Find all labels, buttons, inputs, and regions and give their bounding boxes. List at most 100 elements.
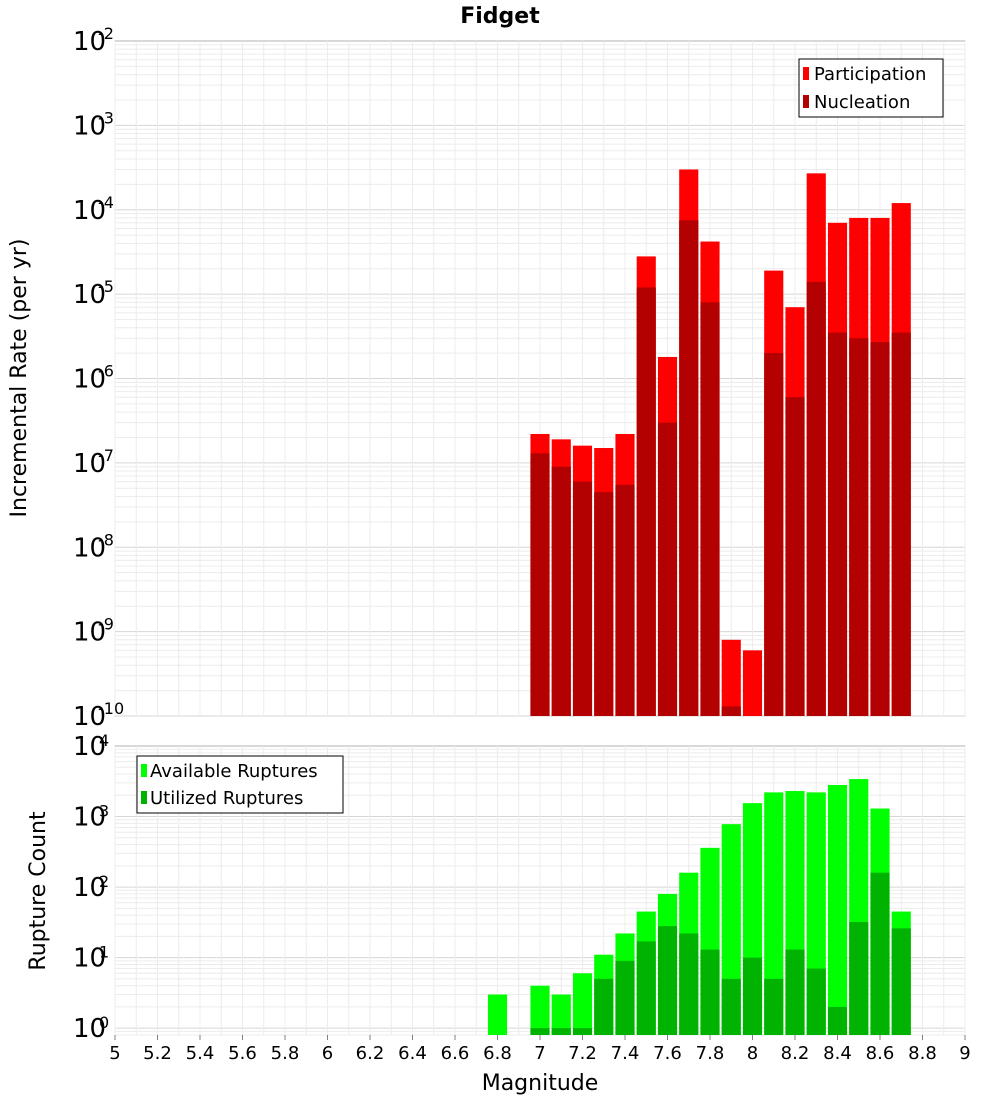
top-legend-box — [798, 58, 944, 118]
top-y-tick-label: 10 — [73, 533, 106, 563]
top-bars — [530, 169, 911, 717]
x-tick-label: 8.2 — [781, 1043, 810, 1064]
top-bar-nucleation — [806, 281, 826, 716]
top-bar-nucleation — [700, 302, 720, 716]
bottom-bar-utilized-ruptures — [721, 978, 741, 1035]
top-y-tick-exponent: -2 — [98, 24, 114, 43]
bottom-bar-utilized-ruptures — [679, 933, 699, 1035]
top-y-tick-label: 10 — [73, 196, 106, 226]
bottom-bar-utilized-ruptures — [870, 872, 890, 1035]
top-bar-nucleation — [785, 397, 805, 716]
legend-swatch-nucleation — [803, 95, 809, 108]
top-bar-nucleation — [615, 484, 635, 716]
top-bar-nucleation — [721, 706, 741, 716]
top-bar-participation — [721, 639, 741, 716]
bottom-y-axis-label: Rupture Count — [26, 811, 51, 971]
top-legend: Participation Nucleation — [798, 58, 944, 118]
top-bar-nucleation — [530, 453, 550, 716]
bottom-y-tick-exponent: 0 — [99, 1013, 109, 1032]
bottom-bar-utilized-ruptures — [849, 921, 869, 1035]
bottom-y-tick-label: 10 — [73, 944, 106, 974]
bottom-bar-available-ruptures — [530, 985, 550, 1035]
bottom-legend: Available Ruptures Utilized Ruptures — [136, 755, 344, 814]
top-y-tick-exponent: -4 — [98, 193, 114, 212]
top-y-tick-label: 10 — [73, 618, 106, 648]
x-tick-label: 9 — [959, 1043, 970, 1064]
bottom-bar-utilized-ruptures — [700, 949, 720, 1035]
x-tick-label: 5.4 — [186, 1043, 215, 1064]
x-tick-label: 6.8 — [483, 1043, 512, 1064]
x-tick-label: 5.8 — [271, 1043, 300, 1064]
bottom-bar-utilized-ruptures — [764, 978, 784, 1035]
top-bar-nucleation — [679, 220, 699, 717]
x-tick-label: 7.4 — [611, 1043, 640, 1064]
top-bar-nucleation — [849, 338, 869, 716]
bottom-y-tick-exponent: 2 — [99, 872, 109, 891]
bottom-bar-available-ruptures — [487, 994, 508, 1035]
bottom-y-tick-exponent: 4 — [99, 731, 109, 750]
bottom-y-tick-label: 10 — [73, 803, 106, 833]
legend-label-participation: Participation — [814, 64, 926, 85]
bottom-y-tick-exponent: 3 — [99, 802, 109, 821]
legend-label-available: Available Ruptures — [150, 761, 318, 782]
top-y-tick-label: 10 — [73, 111, 106, 141]
legend-swatch-utilized — [141, 791, 147, 804]
top-y-tick-exponent: -5 — [98, 277, 114, 296]
top-bar-nucleation — [891, 332, 911, 716]
bottom-bars — [487, 779, 911, 1035]
top-y-tick-label: 10 — [73, 365, 106, 395]
x-tick-label: 6.2 — [356, 1043, 385, 1064]
top-y-tick-label: 10 — [73, 702, 106, 732]
bottom-bar-available-ruptures — [827, 784, 848, 1035]
top-bar-nucleation — [764, 353, 784, 716]
bottom-bar-utilized-ruptures — [594, 978, 614, 1035]
top-bar-nucleation — [551, 466, 571, 716]
bottom-y-tick-label: 10 — [73, 1014, 106, 1044]
bottom-bar-available-ruptures — [764, 792, 784, 1035]
x-tick-label: 6.4 — [398, 1043, 427, 1064]
top-y-tick-label: 10 — [73, 27, 106, 57]
bottom-y-tick-label: 10 — [73, 873, 106, 903]
x-tick-label: 8.4 — [823, 1043, 852, 1064]
top-bar-nucleation — [636, 287, 656, 716]
bottom-bar-utilized-ruptures — [615, 960, 635, 1035]
top-y-tick-exponent: -3 — [98, 108, 114, 127]
x-tick-label: 7 — [534, 1043, 545, 1064]
top-y-axis-label: Incremental Rate (per yr) — [7, 239, 32, 518]
x-axis-label: Magnitude — [482, 1071, 599, 1096]
top-bar-nucleation — [827, 332, 848, 716]
bottom-y-tick-exponent: 1 — [99, 943, 109, 962]
top-y-tick-exponent: -7 — [98, 446, 114, 465]
top-y-tick-exponent: -6 — [98, 362, 114, 381]
x-tick-label: 6 — [322, 1043, 333, 1064]
top-y-tick-exponent: -10 — [98, 699, 124, 718]
x-tick-label: 5.6 — [228, 1043, 257, 1064]
top-bar-nucleation — [572, 481, 593, 716]
x-tick-label: 5 — [109, 1043, 120, 1064]
bottom-bar-utilized-ruptures — [657, 926, 678, 1035]
bottom-legend-box — [136, 755, 344, 814]
top-bar-participation — [742, 650, 763, 716]
top-y-tick-exponent: -9 — [98, 615, 114, 634]
x-tick-label: 8.6 — [866, 1043, 895, 1064]
x-tick-label: 8 — [747, 1043, 758, 1064]
bottom-bar-available-ruptures — [551, 994, 571, 1035]
x-tick-label: 7.2 — [568, 1043, 597, 1064]
top-bar-nucleation — [657, 422, 678, 716]
legend-swatch-available — [141, 764, 147, 777]
top-y-tick-label: 10 — [73, 449, 106, 479]
x-axis-ticks: 5 5.2 5.4 5.6 5.8 6 6.2 6.4 6.6 6.8 7 7.2 7.4 7.6 7.8 8… — [109, 1035, 971, 1064]
top-y-tick-label: 10 — [73, 280, 106, 310]
x-tick-label: 7.8 — [696, 1043, 725, 1064]
bottom-y-tick-label: 10 — [73, 732, 106, 762]
legend-label-nucleation: Nucleation — [814, 92, 910, 113]
x-tick-label: 8.8 — [908, 1043, 937, 1064]
top-bar-nucleation — [870, 342, 890, 716]
bottom-bar-available-ruptures — [572, 973, 593, 1035]
bottom-bar-utilized-ruptures — [891, 928, 911, 1035]
